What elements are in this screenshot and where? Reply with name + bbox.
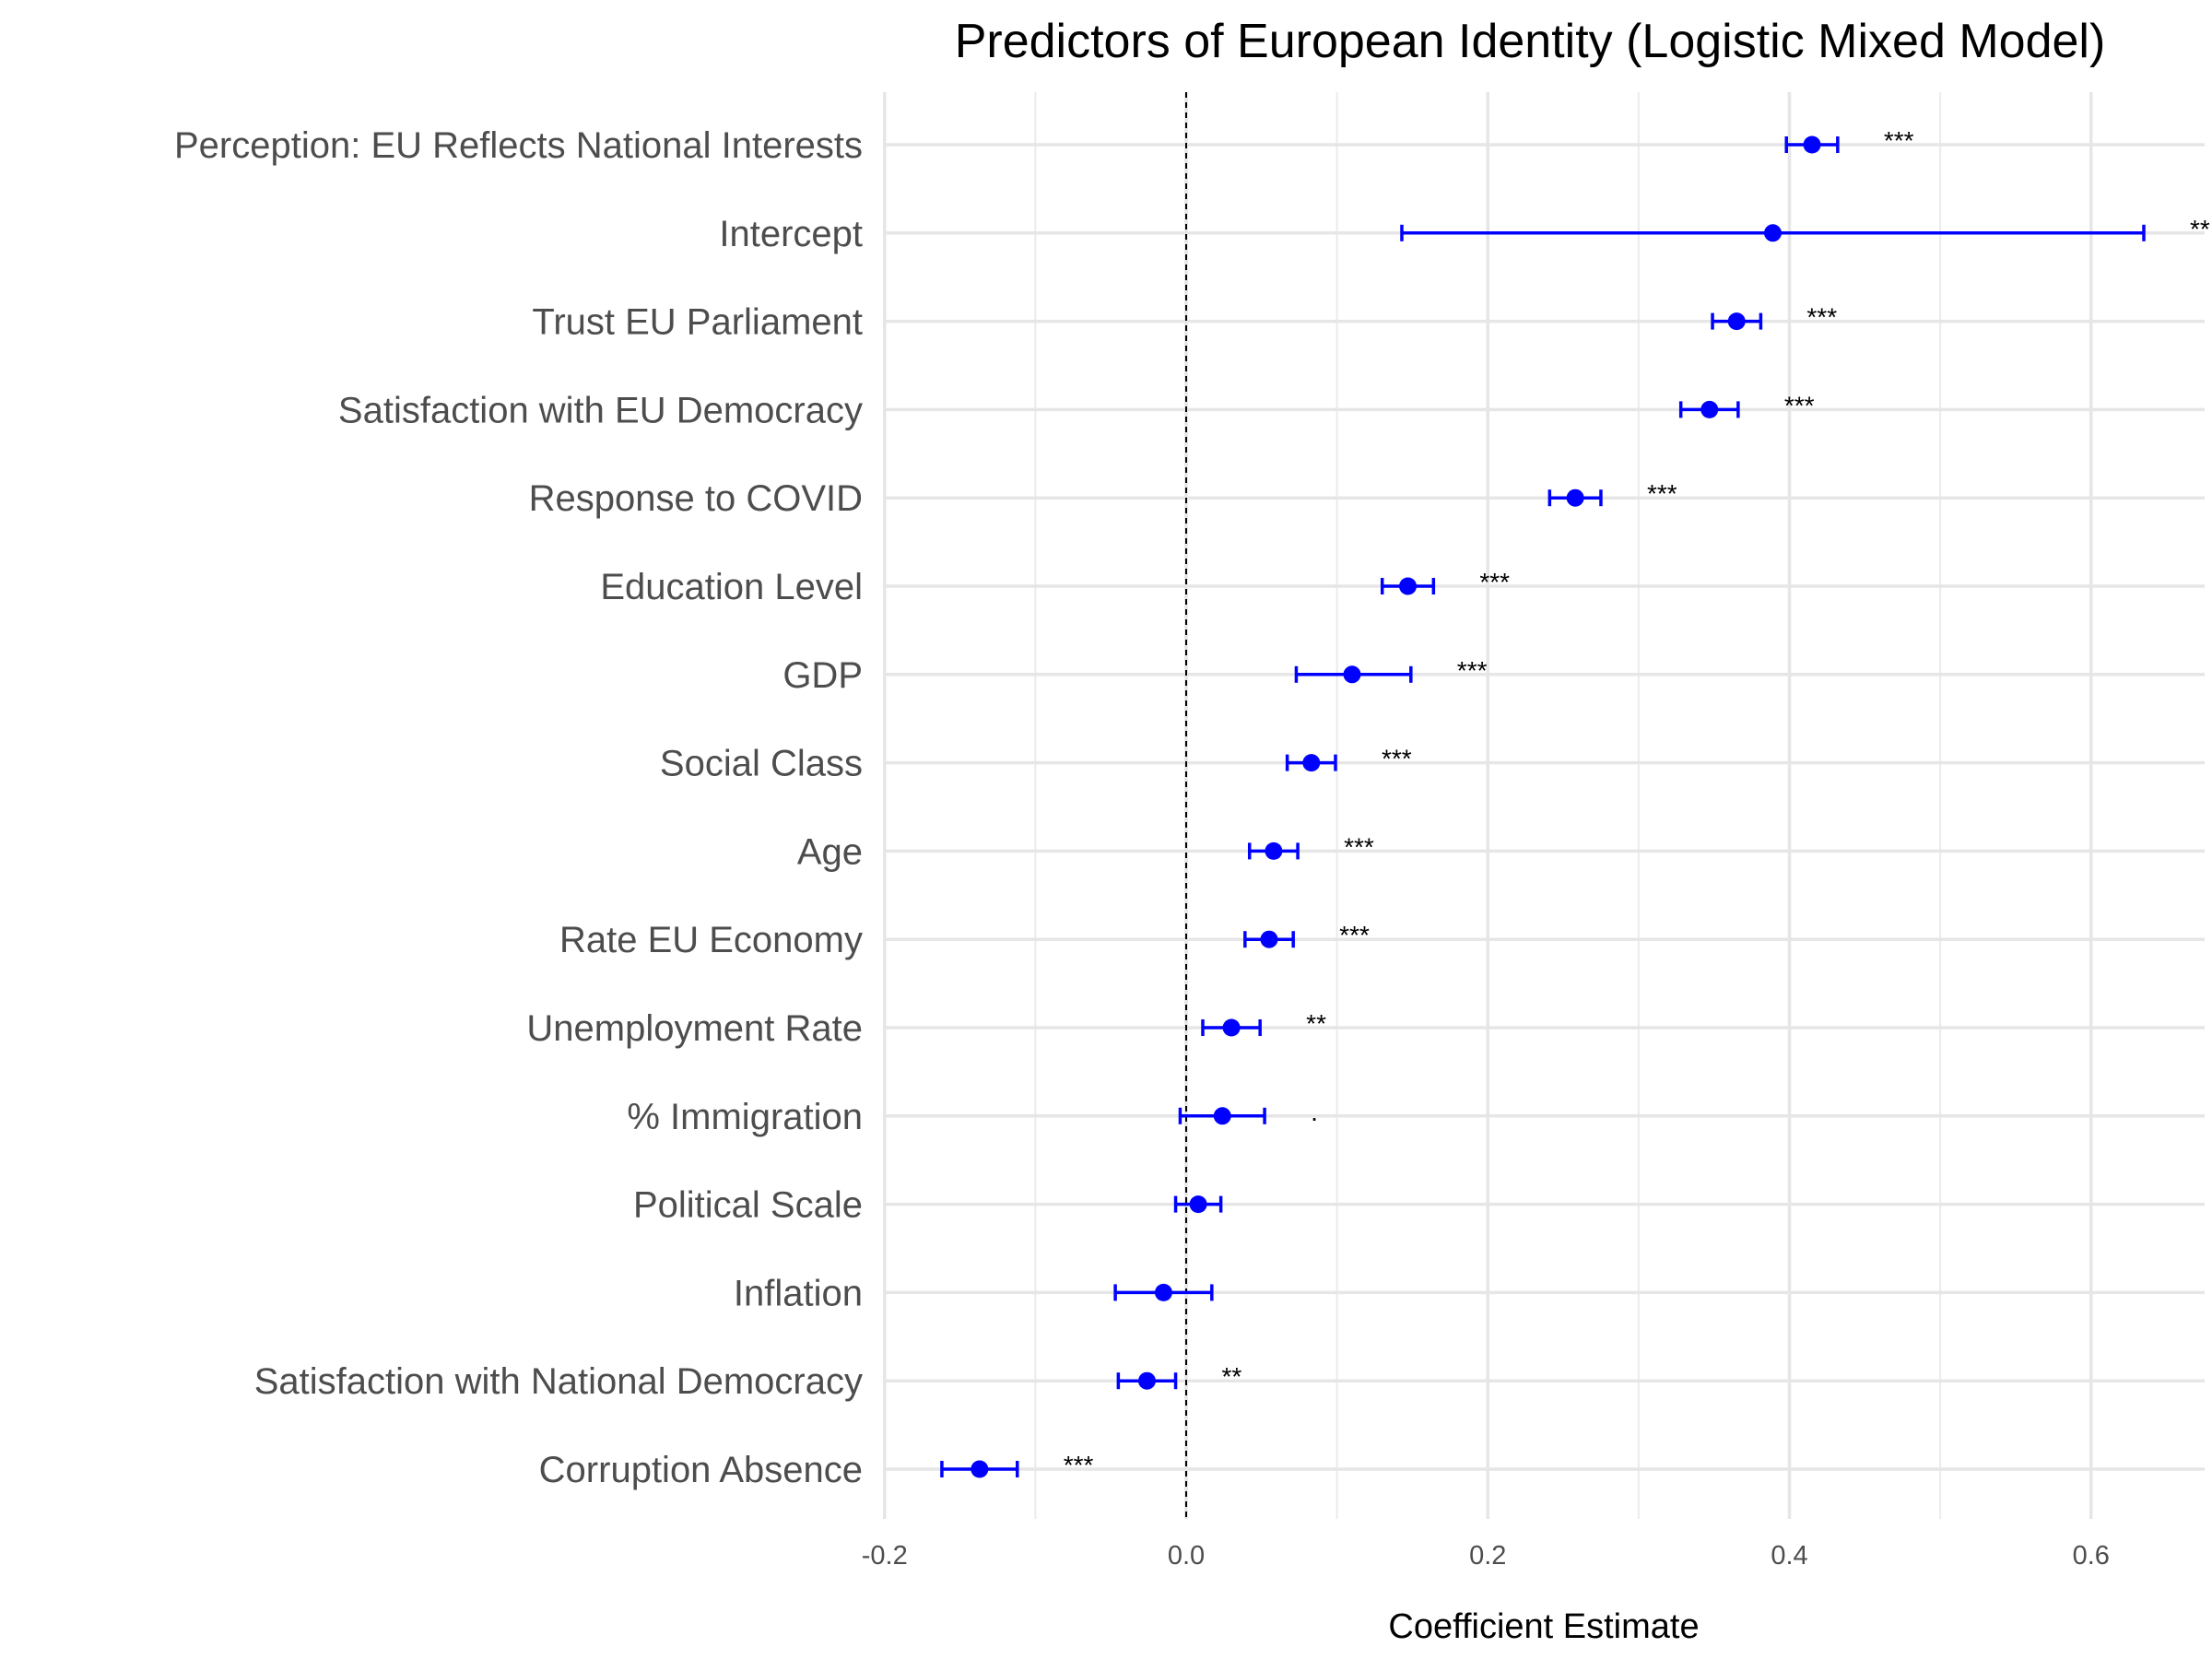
estimate-point xyxy=(1154,1283,1172,1301)
significance-label: *** xyxy=(1806,303,1837,332)
y-tick-label: Corruption Absence xyxy=(539,1450,863,1490)
y-tick-label: % Immigration xyxy=(627,1097,863,1137)
significance-label: *** xyxy=(1647,479,1677,508)
y-tick-label: Intercept xyxy=(719,214,863,254)
y-tick-label: Education Level xyxy=(600,567,863,607)
grid-layer xyxy=(883,92,2205,1519)
estimate-point xyxy=(1803,135,1821,154)
significance-label: *** xyxy=(1344,832,1374,861)
significance-label: *** xyxy=(1784,391,1815,419)
significance-label: *** xyxy=(1479,568,1510,596)
marks-layer xyxy=(940,135,2146,1478)
y-tick-label: Satisfaction with EU Democracy xyxy=(338,390,863,430)
estimate-point xyxy=(1302,754,1321,772)
y-tick-label: Unemployment Rate xyxy=(526,1008,863,1049)
y-tick-label: Response to COVID xyxy=(529,478,863,519)
estimate-point xyxy=(1222,1018,1241,1037)
labels-layer: -0.2 0.0 0.2 0.4 0.6 Perception: EU Reflects … xyxy=(174,125,2210,1571)
significance-label: *** xyxy=(1382,745,1412,773)
estimate-point xyxy=(1727,312,1746,331)
x-axis-title: Coefficient Estimate xyxy=(1388,1607,1699,1646)
y-tick-label: Social Class xyxy=(660,744,863,784)
y-tick-label: Inflation xyxy=(734,1273,863,1313)
estimate-point xyxy=(1265,841,1283,860)
estimate-point xyxy=(1213,1107,1231,1125)
significance-label: *** xyxy=(1064,1451,1094,1479)
significance-label: *** xyxy=(1457,656,1488,685)
x-tick-label: -0.2 xyxy=(862,1541,908,1571)
estimate-point xyxy=(1764,224,1783,242)
x-tick-label: 0.2 xyxy=(1469,1541,1506,1571)
estimate-point xyxy=(1566,488,1584,507)
chart-title: Predictors of European Identity (Logisti… xyxy=(955,15,2106,68)
estimate-point xyxy=(1343,665,1361,684)
significance-label: ** xyxy=(1222,1362,1242,1391)
y-tick-label: Rate EU Economy xyxy=(559,920,863,960)
estimate-point xyxy=(1700,400,1719,418)
estimate-point xyxy=(1399,577,1418,595)
significance-label: *** xyxy=(1339,921,1370,949)
x-tick-label: 0.4 xyxy=(1771,1541,1807,1571)
y-tick-label: Satisfaction with National Democracy xyxy=(254,1361,863,1402)
estimate-point xyxy=(1260,930,1278,948)
x-tick-label: 0.6 xyxy=(2073,1541,2110,1571)
significance-label: ** xyxy=(2190,215,2210,243)
estimate-point xyxy=(1189,1195,1207,1214)
y-tick-label: Age xyxy=(797,831,863,872)
estimate-point xyxy=(971,1460,989,1478)
significance-label: ** xyxy=(1306,1009,1326,1038)
y-tick-label: Political Scale xyxy=(633,1185,863,1226)
x-tick-label: 0.0 xyxy=(1168,1541,1205,1571)
estimate-point xyxy=(1137,1371,1156,1390)
y-tick-label: Perception: EU Reflects National Interes… xyxy=(174,125,863,166)
y-tick-label: Trust EU Parliament xyxy=(532,302,863,343)
significance-label: *** xyxy=(1884,126,1914,155)
significance-label: . xyxy=(1311,1098,1318,1126)
y-tick-label: GDP xyxy=(782,655,863,696)
